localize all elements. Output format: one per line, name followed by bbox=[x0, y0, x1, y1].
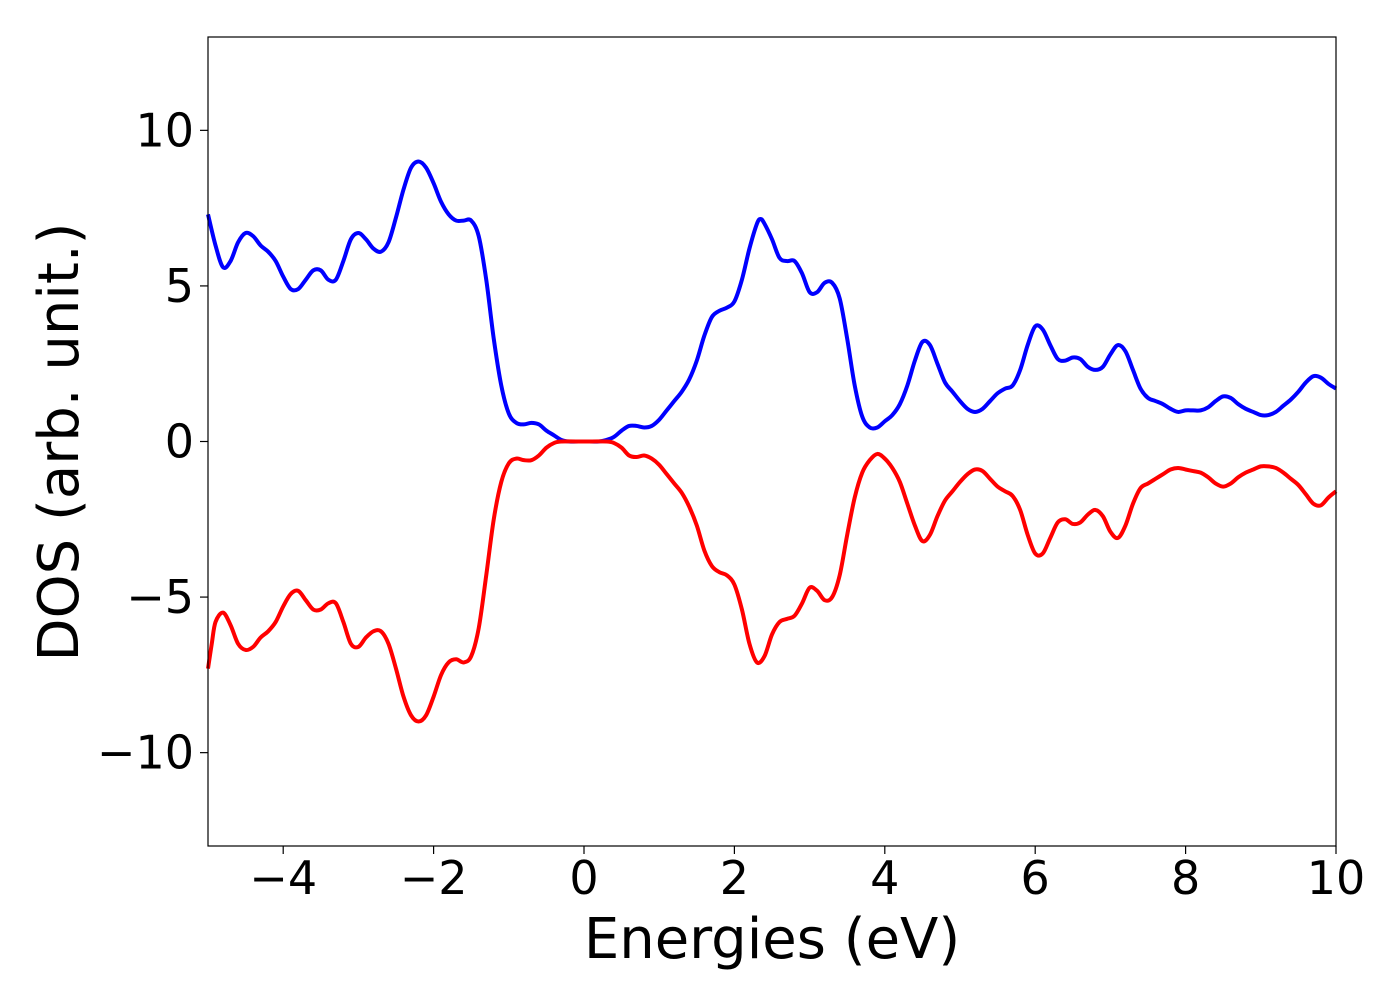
x-tick-label: 0 bbox=[569, 851, 598, 905]
y-tick-label: 5 bbox=[165, 259, 194, 313]
x-axis: −4 −2 0 2 4 6 8 10 bbox=[249, 846, 1365, 905]
x-tick-label: 6 bbox=[1021, 851, 1050, 905]
y-tick-label: −5 bbox=[126, 570, 194, 624]
x-tick-label: 2 bbox=[720, 851, 749, 905]
y-tick-label: 0 bbox=[165, 415, 194, 469]
y-tick-label: −10 bbox=[97, 726, 194, 780]
series-line-red bbox=[206, 439, 1338, 724]
x-tick-label: 4 bbox=[870, 851, 899, 905]
plot-frame bbox=[207, 36, 1337, 847]
y-tick-label: 10 bbox=[135, 103, 194, 157]
series-line-blue bbox=[206, 159, 1338, 444]
y-axis-label: DOS (arb. unit.) bbox=[27, 222, 92, 661]
x-tick-label: −4 bbox=[249, 851, 317, 905]
x-tick-label: −2 bbox=[400, 851, 468, 905]
x-axis-label: Energies (eV) bbox=[584, 907, 960, 972]
x-tick-label: 8 bbox=[1171, 851, 1200, 905]
x-tick-label: 10 bbox=[1307, 851, 1366, 905]
y-axis: −10 −5 0 5 10 bbox=[97, 103, 208, 780]
plot-area bbox=[206, 159, 1338, 724]
